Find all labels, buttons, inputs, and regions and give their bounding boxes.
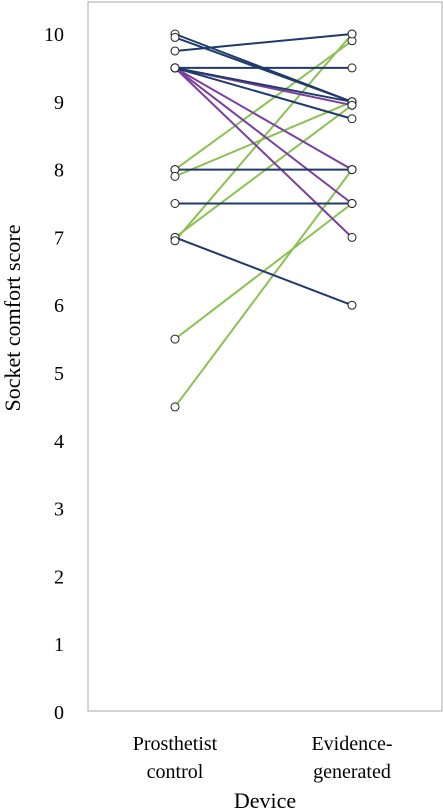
data-point-marker bbox=[347, 232, 357, 242]
data-point-marker bbox=[170, 199, 180, 208]
series-line-green bbox=[174, 169, 353, 408]
x-category-label: Evidence- bbox=[311, 733, 392, 755]
y-tick-label: 3 bbox=[54, 499, 64, 521]
x-category-label: Prosthetist bbox=[133, 733, 218, 755]
data-point-marker bbox=[170, 171, 180, 181]
series-line-green bbox=[174, 100, 353, 178]
x-category-label: control bbox=[147, 761, 204, 783]
series-layer bbox=[174, 33, 353, 408]
data-point-marker bbox=[347, 199, 357, 208]
data-point-marker bbox=[170, 32, 180, 42]
series-line-purple bbox=[174, 67, 353, 239]
series-line-green bbox=[174, 104, 353, 239]
y-tick-label: 10 bbox=[44, 24, 64, 46]
series-line-purple bbox=[174, 67, 353, 205]
y-tick-label: 1 bbox=[54, 634, 64, 656]
x-axis-title: Device bbox=[234, 788, 296, 812]
data-point-marker bbox=[170, 402, 180, 412]
y-tick-label: 7 bbox=[54, 227, 64, 249]
series-line-green bbox=[174, 33, 353, 242]
y-tick-label: 0 bbox=[54, 702, 64, 724]
y-tick-label: 2 bbox=[54, 566, 64, 588]
data-point-marker bbox=[347, 300, 357, 310]
x-category-label: generated bbox=[313, 761, 391, 783]
x-category-labels: Prosthetist control Evidence-generated bbox=[133, 733, 393, 783]
data-point-marker bbox=[170, 46, 180, 56]
y-tick-label: 4 bbox=[54, 431, 64, 453]
y-tick-labels: 0 1 2 3 4 5 6 7 8 9 10 bbox=[44, 24, 64, 724]
data-point-marker bbox=[347, 100, 357, 110]
data-point-marker bbox=[170, 334, 180, 344]
data-point-marker bbox=[347, 29, 357, 39]
data-point-marker bbox=[347, 165, 357, 175]
data-point-marker bbox=[170, 63, 180, 73]
data-point-marker bbox=[170, 236, 180, 246]
series-line-navy bbox=[174, 66, 353, 120]
data-point-marker bbox=[347, 114, 357, 124]
plot-area-frame bbox=[87, 1, 443, 712]
y-axis-title: Socket comfort score bbox=[0, 225, 25, 412]
series-line-navy bbox=[174, 33, 353, 52]
series-line-purple bbox=[174, 67, 353, 171]
series-line-navy bbox=[174, 66, 353, 103]
y-tick-label: 9 bbox=[54, 92, 64, 114]
y-tick-label: 8 bbox=[54, 160, 64, 182]
y-tick-label: 6 bbox=[54, 295, 64, 317]
y-tick-label: 5 bbox=[54, 363, 64, 385]
series-line-navy bbox=[174, 236, 353, 307]
marker-layer bbox=[170, 29, 357, 412]
data-point-marker bbox=[347, 63, 357, 73]
series-line-green bbox=[174, 39, 353, 171]
